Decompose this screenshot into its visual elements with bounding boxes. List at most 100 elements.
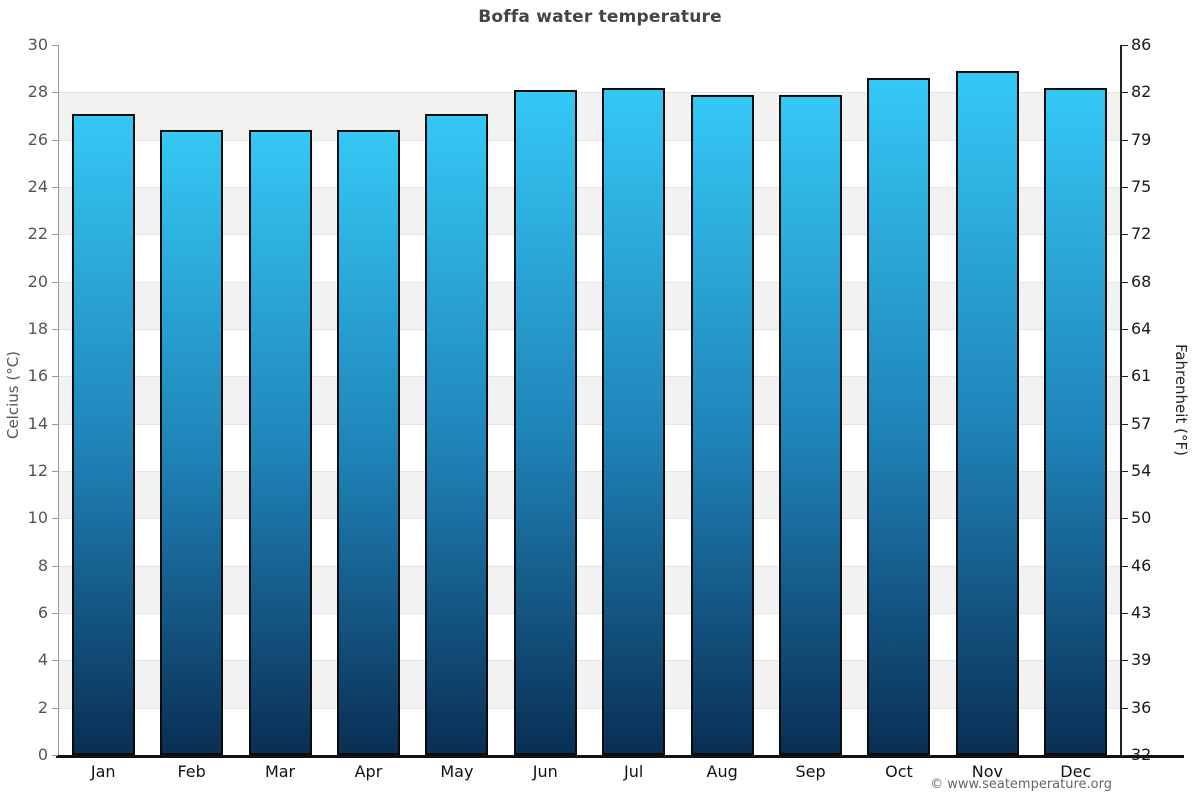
plot-band [59,281,1120,329]
y-axis-left-tick [52,187,58,188]
gridline [59,565,1120,567]
gridline [59,518,1120,520]
bar-mar[interactable] [248,130,312,755]
celsius-tick-label: 10 [27,508,48,528]
gridline [59,329,1120,330]
bar-dec[interactable] [1044,87,1108,755]
y-axis-right-tick [1122,755,1128,756]
month-label-dec: Dec [1060,762,1092,781]
month-label-sep: Sep [795,762,826,781]
bar-aug[interactable] [690,94,754,755]
gridline [59,613,1120,614]
month-label-jan: Jan [90,762,116,781]
celsius-tick-label: 8 [37,555,48,575]
y-axis-right-tick [1122,613,1128,614]
y-axis-right-tick [1122,45,1128,46]
y-axis-right-tick [1122,471,1128,472]
bar-oct[interactable] [867,78,931,755]
plot-band [59,139,1120,187]
bar-feb[interactable] [160,130,224,755]
x-axis-line [56,754,1184,758]
gridline [59,423,1120,425]
celsius-tick-label: 20 [27,271,48,291]
y-axis-right-tick [1122,518,1128,520]
fahrenheit-tick-label: 32 [1131,745,1152,764]
y-axis-right-tick [1122,660,1128,662]
y-axis-left-tick [52,518,58,520]
bar-may[interactable] [425,113,489,755]
bar-jan[interactable] [71,113,135,755]
celsius-tick-label: 4 [37,650,48,670]
gridline [59,92,1120,94]
bar-apr[interactable] [336,130,400,755]
bar-nov[interactable] [955,71,1019,755]
y-axis-left-tick [52,565,58,567]
celsius-tick-label: 22 [27,224,48,244]
celsius-tick-label: 26 [27,129,48,149]
fahrenheit-tick-label: 79 [1131,129,1152,149]
month-label-jun: Jun [532,762,558,781]
gridline [59,660,1120,662]
y-axis-left-tick [52,423,58,425]
y-axis-right-tick [1122,423,1128,425]
fahrenheit-tick-label: 86 [1131,35,1152,54]
bar-jun[interactable] [513,89,577,755]
celsius-tick-label: 30 [27,35,48,54]
chart-title: Boffa water temperature [478,7,722,27]
y-axis-right-tick [1122,92,1128,94]
fahrenheit-tick-label: 43 [1131,603,1152,622]
fahrenheit-tick-label: 50 [1131,508,1152,528]
fahrenheit-tick-label: 75 [1131,177,1152,196]
plot-band [59,329,1120,377]
fahrenheit-tick-label: 64 [1131,319,1152,338]
fahrenheit-tick-label: 36 [1131,697,1152,717]
celsius-tick-label: 28 [27,82,48,102]
fahrenheit-tick-label: 39 [1131,650,1152,670]
month-label-jul: Jul [624,762,644,781]
plot-band [59,565,1120,613]
month-label-oct: Oct [885,762,913,781]
y-axis-right-tick [1122,187,1128,188]
month-label-aug: Aug [706,762,738,781]
month-label-may: May [440,762,474,781]
y-axis-left-tick [52,660,58,662]
celsius-tick-label: 0 [37,745,48,764]
y-axis-title-fahrenheit: Fahrenheit (°F) [1172,344,1190,456]
plot-band [59,234,1120,282]
fahrenheit-tick-label: 61 [1131,366,1152,386]
y-axis-left-tick [52,755,58,756]
y-axis-right-tick [1122,234,1128,236]
plot-band [59,613,1120,661]
copyright-credit-link[interactable]: © www.seatemperature.org [930,777,1112,792]
y-axis-right-tick [1122,139,1128,141]
plot-band [59,92,1120,140]
y-axis-left-tick [52,92,58,94]
fahrenheit-tick-label: 68 [1131,271,1152,291]
fahrenheit-tick-label: 54 [1131,461,1152,480]
plot-band [59,707,1120,755]
celsius-tick-label: 6 [37,603,48,622]
bar-sep[interactable] [779,94,843,755]
y-axis-left-tick [52,613,58,614]
fahrenheit-tick-label: 57 [1131,413,1152,433]
plot-band [59,187,1120,235]
gridline [59,281,1120,283]
bar-jul[interactable] [602,87,666,755]
y-axis-left-tick [52,376,58,378]
y-axis-right-line [1120,45,1122,755]
gridline [59,139,1120,141]
celsius-tick-label: 12 [27,461,48,480]
month-label-feb: Feb [177,762,206,781]
fahrenheit-tick-label: 72 [1131,224,1152,244]
y-axis-left-tick [52,329,58,330]
month-label-apr: Apr [354,762,383,781]
plot-band [59,471,1120,519]
plot-band [59,376,1120,424]
celsius-tick-label: 18 [27,319,48,338]
y-axis-right-tick [1122,281,1128,283]
y-axis-right-tick [1122,707,1128,709]
plot-band [59,518,1120,566]
y-axis-right-tick [1122,565,1128,567]
gridline [59,187,1120,188]
